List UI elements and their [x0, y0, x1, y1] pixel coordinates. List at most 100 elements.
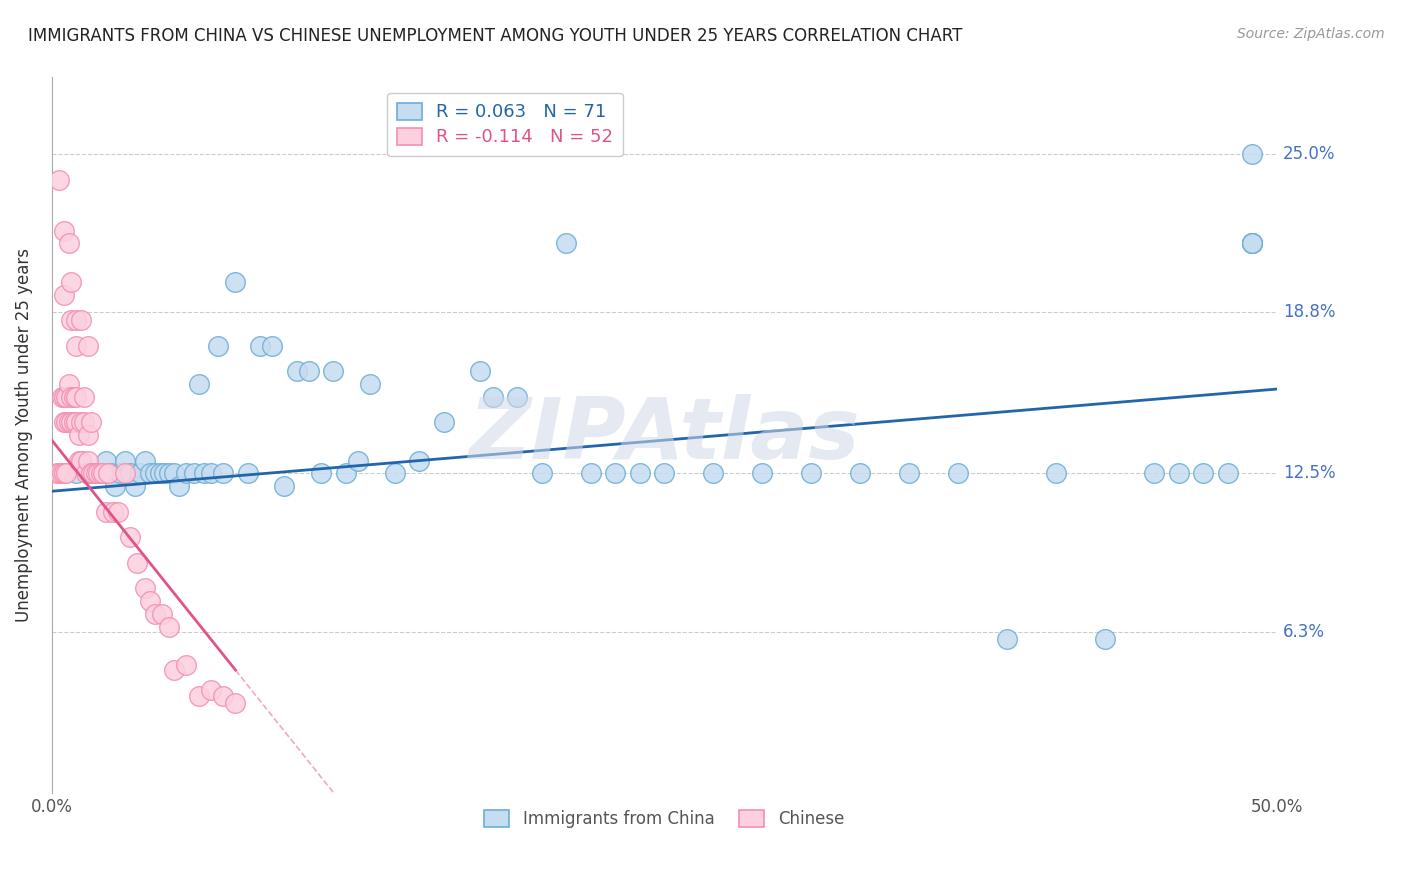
- Point: [143, 467, 166, 481]
- Point: [148, 467, 170, 481]
- Point: [163, 663, 186, 677]
- Point: [87, 467, 110, 481]
- Point: [53, 467, 76, 481]
- Point: [84, 467, 107, 481]
- Point: [157, 467, 180, 481]
- Point: [70, 313, 93, 327]
- Point: [298, 364, 321, 378]
- Point: [72, 390, 94, 404]
- Point: [309, 467, 332, 481]
- Point: [48, 467, 70, 481]
- Point: [605, 467, 627, 481]
- Point: [322, 364, 344, 378]
- Point: [120, 467, 142, 481]
- Point: [67, 453, 90, 467]
- Point: [995, 632, 1018, 647]
- Point: [167, 479, 190, 493]
- Point: [53, 224, 76, 238]
- Point: [58, 376, 80, 391]
- Point: [262, 338, 284, 352]
- Point: [107, 505, 129, 519]
- Point: [70, 453, 93, 467]
- Point: [800, 467, 823, 481]
- Point: [1216, 467, 1239, 481]
- Point: [110, 467, 132, 481]
- Point: [77, 338, 100, 352]
- Point: [212, 689, 235, 703]
- Text: 6.3%: 6.3%: [1282, 623, 1324, 640]
- Point: [702, 467, 724, 481]
- Point: [1241, 236, 1264, 251]
- Point: [579, 467, 602, 481]
- Point: [408, 453, 430, 467]
- Point: [285, 364, 308, 378]
- Point: [55, 467, 77, 481]
- Point: [94, 505, 117, 519]
- Point: [1143, 467, 1166, 481]
- Point: [163, 467, 186, 481]
- Point: [1241, 236, 1264, 251]
- Point: [51, 467, 73, 481]
- Point: [70, 415, 93, 429]
- Point: [65, 415, 87, 429]
- Point: [53, 415, 76, 429]
- Point: [530, 467, 553, 481]
- Point: [82, 467, 104, 481]
- Point: [433, 415, 456, 429]
- Point: [134, 582, 156, 596]
- Point: [94, 453, 117, 467]
- Point: [1045, 467, 1067, 481]
- Text: ZIPAtlas: ZIPAtlas: [468, 393, 860, 476]
- Point: [849, 467, 872, 481]
- Point: [67, 428, 90, 442]
- Point: [359, 376, 381, 391]
- Point: [65, 390, 87, 404]
- Point: [62, 415, 84, 429]
- Point: [114, 453, 136, 467]
- Point: [176, 467, 198, 481]
- Point: [77, 428, 100, 442]
- Point: [55, 390, 77, 404]
- Point: [1094, 632, 1116, 647]
- Y-axis label: Unemployment Among Youth under 25 years: Unemployment Among Youth under 25 years: [15, 248, 32, 622]
- Point: [80, 467, 103, 481]
- Point: [80, 467, 103, 481]
- Text: Source: ZipAtlas.com: Source: ZipAtlas.com: [1237, 27, 1385, 41]
- Point: [347, 453, 370, 467]
- Point: [70, 453, 93, 467]
- Text: 12.5%: 12.5%: [1282, 465, 1336, 483]
- Point: [127, 556, 149, 570]
- Point: [48, 172, 70, 186]
- Point: [187, 376, 209, 391]
- Point: [90, 467, 112, 481]
- Point: [129, 467, 152, 481]
- Point: [1192, 467, 1215, 481]
- Point: [898, 467, 921, 481]
- Point: [1241, 147, 1264, 161]
- Point: [60, 415, 83, 429]
- Point: [53, 287, 76, 301]
- Point: [652, 467, 675, 481]
- Point: [45, 467, 67, 481]
- Point: [60, 390, 83, 404]
- Point: [134, 453, 156, 467]
- Point: [143, 607, 166, 621]
- Point: [55, 415, 77, 429]
- Point: [481, 390, 503, 404]
- Point: [100, 467, 122, 481]
- Point: [153, 467, 176, 481]
- Point: [1167, 467, 1189, 481]
- Point: [335, 467, 357, 481]
- Point: [1241, 236, 1264, 251]
- Point: [60, 275, 83, 289]
- Point: [207, 338, 229, 352]
- Point: [187, 689, 209, 703]
- Point: [273, 479, 295, 493]
- Point: [80, 415, 103, 429]
- Point: [62, 390, 84, 404]
- Point: [101, 505, 124, 519]
- Text: 25.0%: 25.0%: [1282, 145, 1336, 163]
- Point: [183, 467, 205, 481]
- Point: [51, 390, 73, 404]
- Point: [58, 236, 80, 251]
